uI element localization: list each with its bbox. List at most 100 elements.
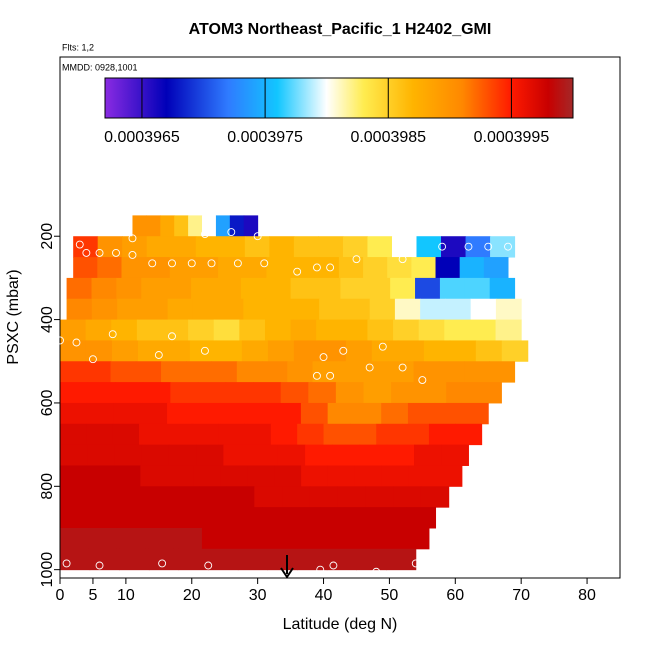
heat-cell bbox=[391, 382, 420, 404]
heat-cell bbox=[66, 277, 92, 300]
heat-cell bbox=[341, 319, 368, 341]
heat-cell bbox=[267, 340, 295, 362]
heat-cell bbox=[420, 486, 450, 508]
heat-cell bbox=[445, 298, 472, 321]
plot-frame bbox=[59, 56, 621, 579]
heat-cell bbox=[198, 486, 228, 508]
heat-cell bbox=[165, 423, 193, 446]
heat-cell bbox=[408, 465, 436, 487]
heat-cell bbox=[293, 298, 320, 321]
heat-cell bbox=[191, 277, 217, 300]
flight-point bbox=[187, 259, 196, 268]
heat-cell bbox=[270, 423, 298, 446]
heat-cell bbox=[369, 298, 396, 321]
heat-cell bbox=[148, 548, 180, 571]
heat-cell bbox=[113, 465, 141, 487]
flight-point bbox=[418, 376, 427, 384]
heat-cell bbox=[323, 423, 351, 446]
heat-cell bbox=[140, 465, 168, 487]
heat-cell bbox=[300, 402, 329, 425]
heat-cell bbox=[167, 402, 195, 425]
flight-point bbox=[316, 565, 325, 574]
heat-cell bbox=[163, 340, 191, 362]
heat-cell bbox=[243, 215, 259, 237]
heat-cell bbox=[393, 486, 422, 508]
heat-cell bbox=[319, 507, 350, 529]
flight-point bbox=[352, 255, 361, 264]
heat-cell bbox=[253, 382, 282, 404]
chart-title: ATOM3 Northeast_Pacific_1 H2402_GMI bbox=[189, 21, 492, 38]
heat-cell bbox=[87, 486, 117, 508]
heat-cell bbox=[495, 319, 522, 341]
heat-cell bbox=[406, 507, 437, 529]
heat-cell bbox=[387, 257, 412, 279]
heat-cell bbox=[141, 277, 167, 300]
colorbar-tick-label: 0.0003965 bbox=[104, 129, 180, 146]
heat-cell bbox=[337, 486, 366, 508]
heat-cell bbox=[469, 319, 497, 341]
heat-cell bbox=[372, 527, 402, 550]
heat-cell bbox=[186, 361, 213, 383]
heat-cell bbox=[332, 444, 361, 466]
heat-cell bbox=[337, 361, 364, 383]
flight-point bbox=[112, 248, 120, 257]
heat-cell bbox=[197, 382, 227, 404]
heat-cell bbox=[195, 236, 221, 258]
heat-cell bbox=[116, 527, 146, 550]
heat-cell bbox=[282, 486, 311, 508]
heat-cell bbox=[343, 527, 373, 550]
heat-cell bbox=[241, 340, 269, 362]
x-tick-label: 5 bbox=[88, 587, 97, 604]
heat-cell bbox=[402, 423, 430, 446]
heat-cell bbox=[73, 257, 98, 279]
heat-cell bbox=[301, 465, 329, 487]
heat-cell bbox=[470, 298, 497, 321]
heat-cell bbox=[85, 340, 113, 362]
heat-cell bbox=[359, 444, 388, 466]
heat-cell bbox=[111, 340, 139, 362]
heat-cell bbox=[202, 215, 217, 237]
heat-cell bbox=[175, 507, 205, 529]
heat-cell bbox=[244, 423, 272, 446]
heat-cell bbox=[293, 340, 321, 362]
x-tick-label: 10 bbox=[117, 587, 135, 604]
flight-point bbox=[464, 242, 473, 251]
heat-cell bbox=[91, 277, 117, 300]
flight-point bbox=[253, 232, 262, 241]
heat-cell bbox=[459, 257, 485, 279]
flight-point bbox=[233, 259, 242, 268]
heat-cell bbox=[312, 361, 339, 383]
heat-cell bbox=[192, 298, 219, 321]
flight-point bbox=[95, 248, 104, 257]
heat-cell bbox=[363, 257, 388, 279]
heat-cell bbox=[97, 257, 122, 279]
heat-cell bbox=[356, 548, 387, 571]
flights-label: Flts: 1,2 bbox=[62, 42, 94, 52]
heat-cell bbox=[116, 277, 142, 300]
x-tick-label: 20 bbox=[183, 587, 201, 604]
heat-cell bbox=[319, 298, 345, 321]
heat-cell bbox=[377, 507, 408, 529]
heat-cell bbox=[60, 361, 86, 383]
heat-cell bbox=[112, 423, 140, 446]
heat-cell bbox=[188, 319, 215, 341]
heat-cell bbox=[309, 486, 339, 508]
y-tick-label: 1000 bbox=[39, 552, 56, 588]
heat-cell bbox=[189, 340, 217, 362]
flight-point bbox=[128, 234, 137, 243]
heat-cell bbox=[226, 486, 255, 508]
heat-cell bbox=[211, 361, 238, 383]
flight-point bbox=[108, 330, 117, 339]
heat-cell bbox=[137, 340, 165, 362]
heat-cell bbox=[119, 548, 150, 571]
heat-cell bbox=[86, 465, 115, 487]
flight-point bbox=[82, 248, 91, 257]
heat-cell bbox=[122, 236, 148, 258]
heat-cell bbox=[345, 340, 373, 362]
heat-cell bbox=[489, 361, 516, 383]
heat-cell bbox=[145, 527, 175, 550]
heat-cell bbox=[315, 527, 345, 550]
flight-point bbox=[128, 251, 137, 259]
heat-cell bbox=[308, 382, 337, 404]
heat-cell bbox=[73, 236, 99, 258]
